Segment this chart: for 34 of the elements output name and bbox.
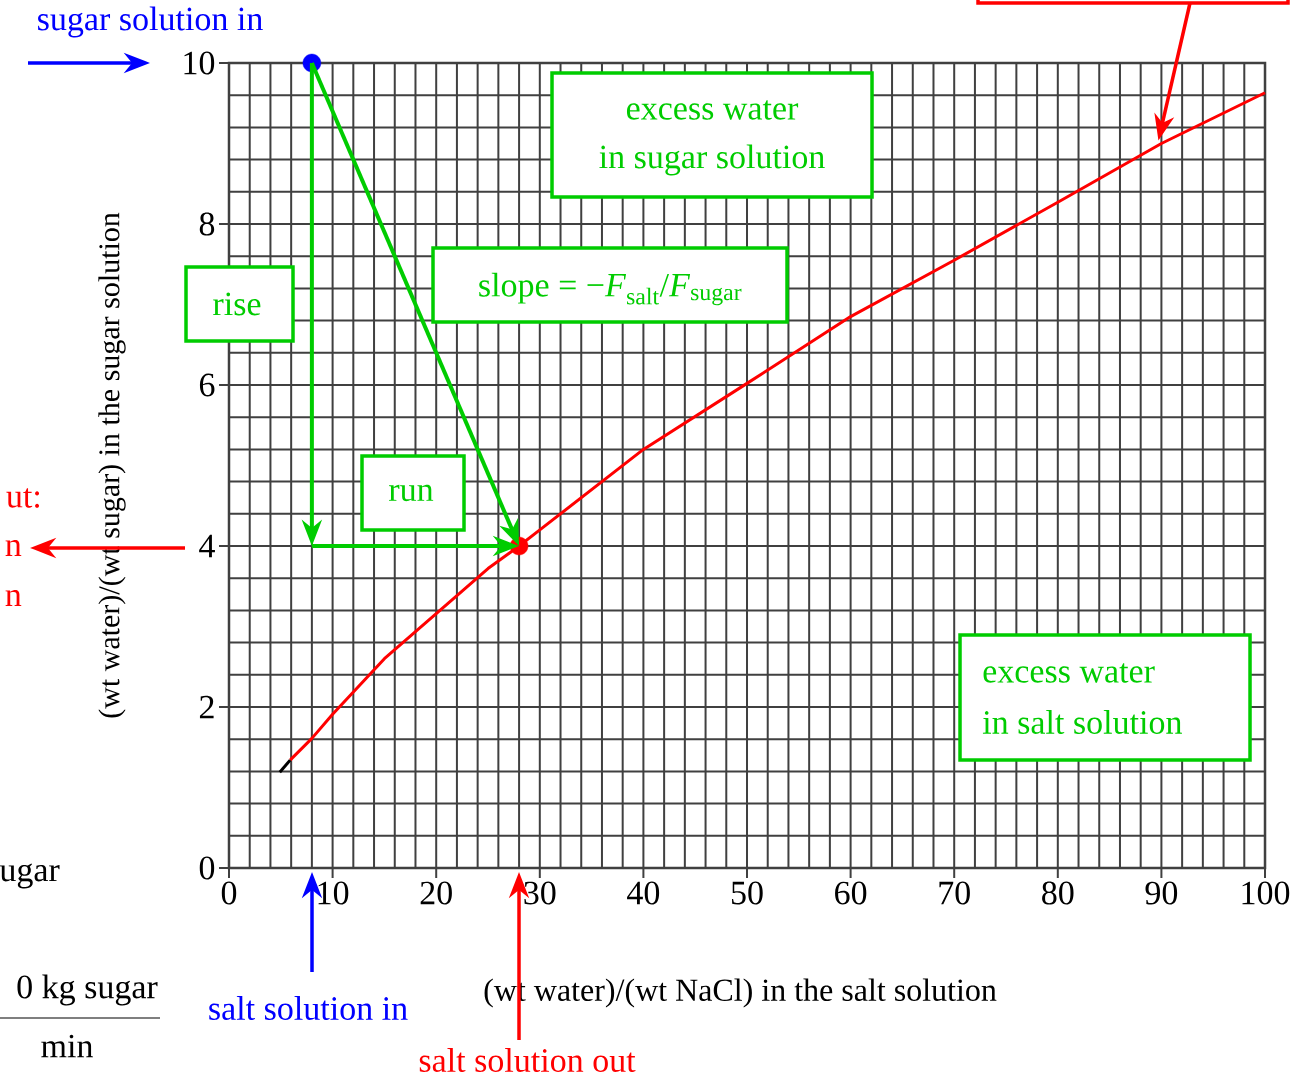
y-tick-label: 6 <box>199 373 215 397</box>
text: 0 kg sugar <box>17 974 158 1006</box>
annotation: rise <box>213 292 261 316</box>
x-tick-label: 70 <box>939 881 970 905</box>
y-axis-title: (wt water)/(wt sugar) in the sugar solution <box>98 212 126 718</box>
text: ut: <box>6 488 40 508</box>
text: n <box>5 539 22 556</box>
annotation: in salt solution <box>982 710 1182 734</box>
x-tick-label: 0 <box>221 881 237 905</box>
text: salt solution out <box>419 1048 636 1072</box>
annotation: slope = −F$_{salt}$/F$_{sugar}$ <box>479 272 742 306</box>
annotation: in sugar solution <box>599 144 825 176</box>
x-tick-label: 60 <box>835 881 867 905</box>
annotation: run <box>389 484 434 502</box>
x-tick-label: 100 <box>1242 881 1290 905</box>
x-tick-label: 10 <box>318 881 349 905</box>
x-tick-label: 20 <box>420 881 452 905</box>
text: sugar solution in <box>38 6 263 38</box>
text: n <box>5 589 22 606</box>
x-tick-label: 50 <box>731 881 763 905</box>
text: ugar <box>0 863 60 889</box>
y-tick-label: 10 <box>184 51 215 75</box>
x-tick-label: 80 <box>1042 881 1074 905</box>
x-tick-label: 40 <box>627 881 660 905</box>
y-tick-label: 0 <box>199 856 215 880</box>
annotation: excess water <box>626 100 799 120</box>
y-tick-label: 4 <box>199 534 215 558</box>
x-tick-label: 30 <box>524 881 556 905</box>
text: min <box>41 1034 93 1058</box>
annotation: excess water <box>983 663 1155 683</box>
y-tick-label: 2 <box>199 695 214 719</box>
y-tick-label: 8 <box>199 212 215 236</box>
text: salt solution in <box>209 996 408 1020</box>
x-tick-label: 90 <box>1145 881 1178 905</box>
